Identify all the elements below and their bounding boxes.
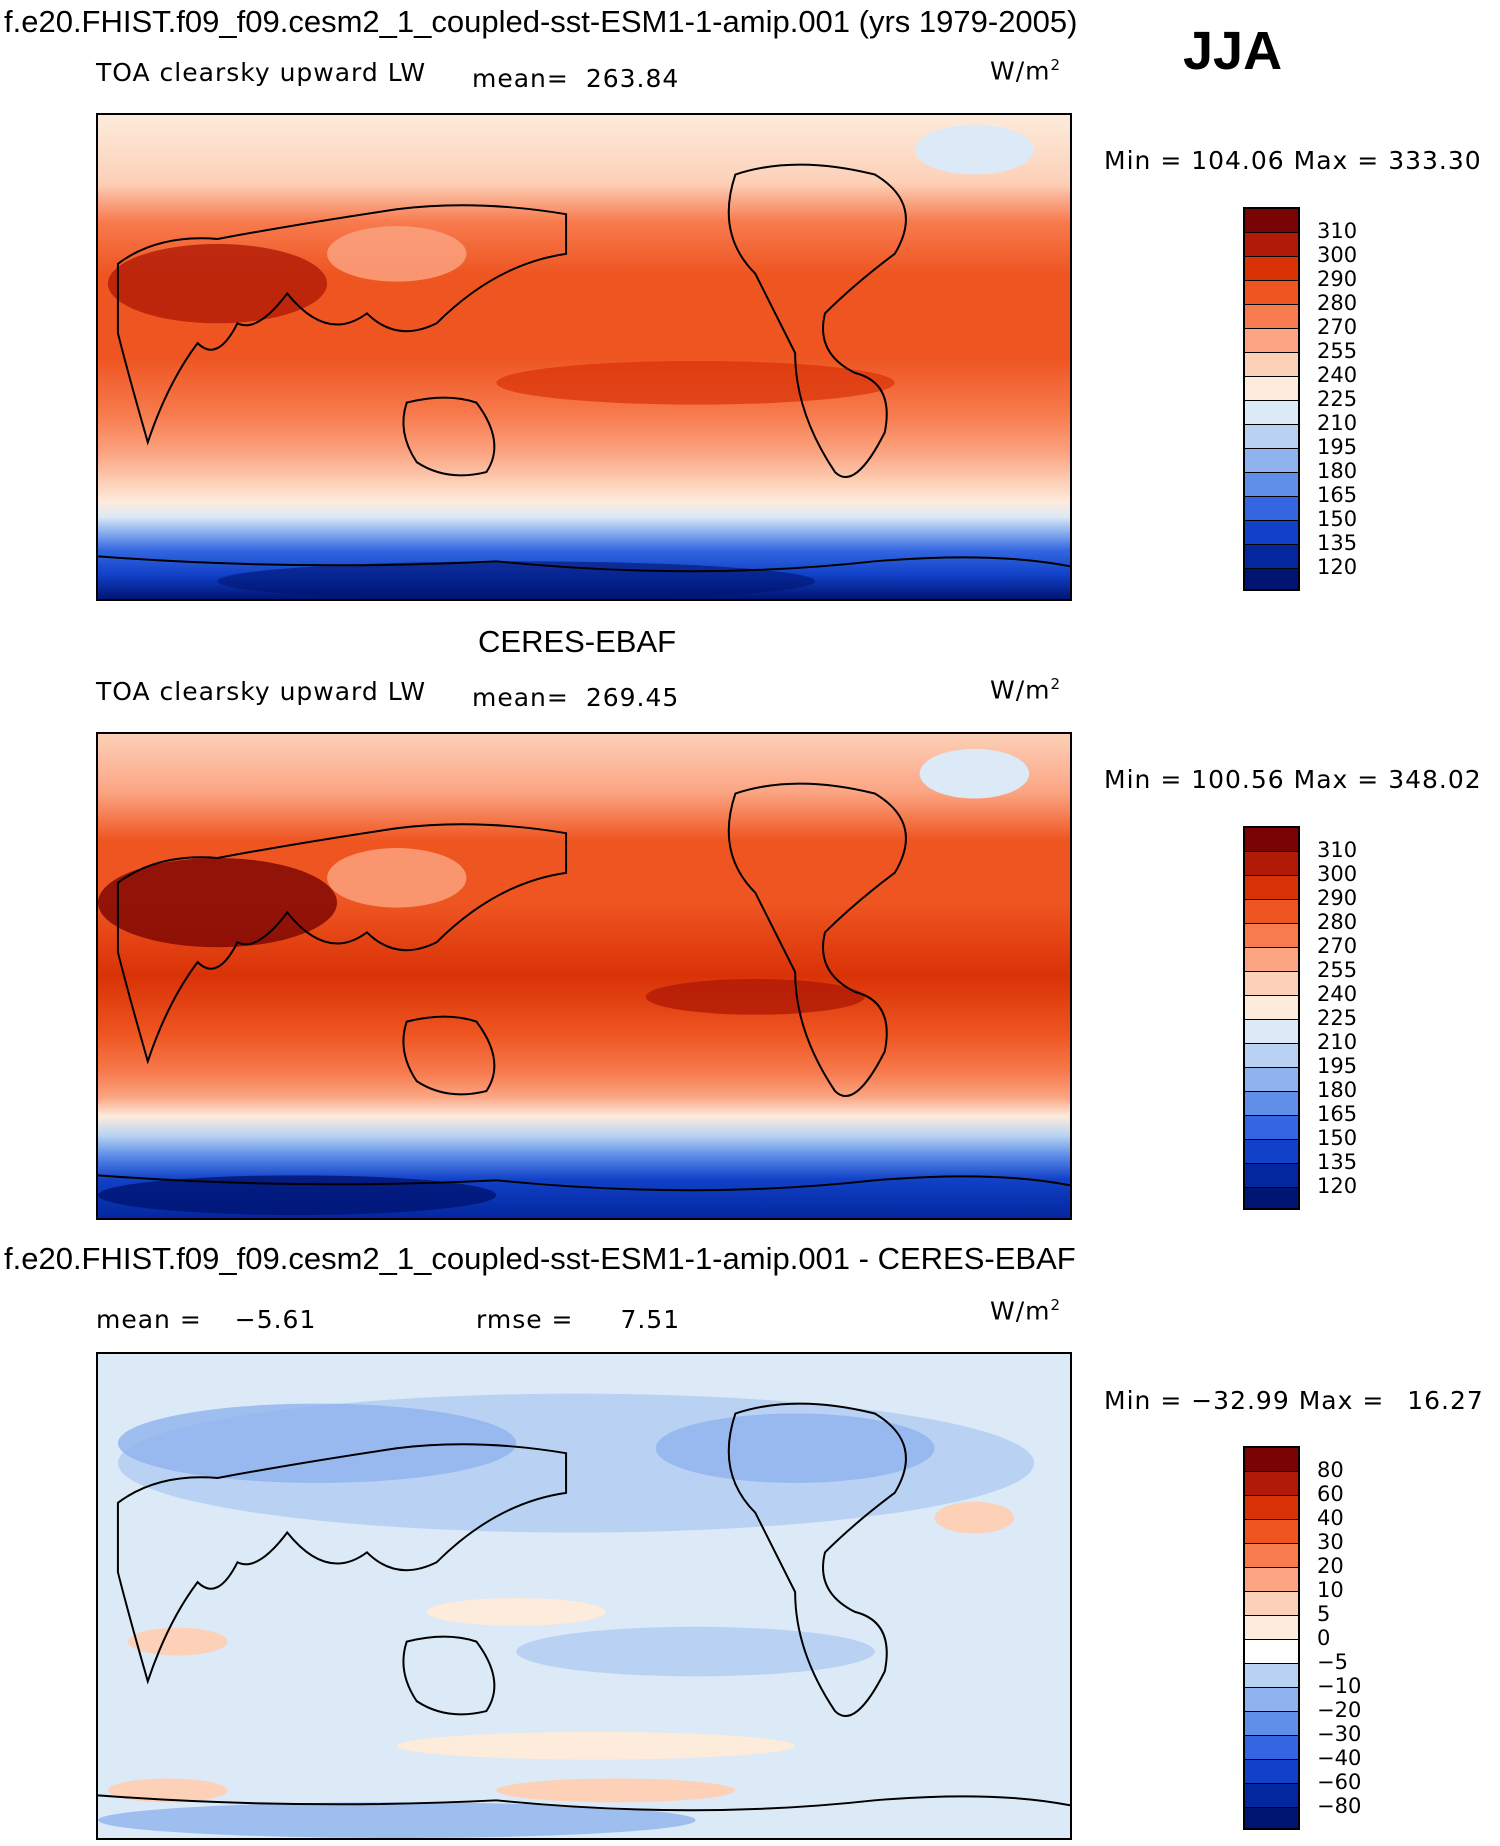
panel1-max-value: 333.30 bbox=[1388, 146, 1482, 175]
panel2-colorbar bbox=[1243, 826, 1300, 1210]
panel1-tick: 280 bbox=[1317, 291, 1358, 315]
panel3-tick: 60 bbox=[1317, 1482, 1344, 1506]
panel1-tick: 180 bbox=[1317, 459, 1358, 483]
panel1-tick: 135 bbox=[1317, 531, 1358, 555]
panel2-mean: mean= 269.45 bbox=[472, 683, 679, 712]
panel3-tick: 10 bbox=[1317, 1578, 1344, 1602]
panel1-tick: 290 bbox=[1317, 267, 1358, 291]
panel2-tick: 290 bbox=[1317, 886, 1358, 910]
panel2-tick: 150 bbox=[1317, 1126, 1358, 1150]
panel2-tick: 255 bbox=[1317, 958, 1358, 982]
panel3-tick: 40 bbox=[1317, 1506, 1344, 1530]
panel2-tick: 240 bbox=[1317, 982, 1358, 1006]
panel2-tick: 270 bbox=[1317, 934, 1358, 958]
panel2-units-exp: 2 bbox=[1050, 675, 1062, 693]
panel3-rmse-value: 7.51 bbox=[620, 1305, 681, 1334]
panel3-map bbox=[96, 1352, 1072, 1840]
panel1-minmax: Min = 104.06 Max = 333.30 bbox=[1104, 146, 1482, 175]
panel1-tick: 225 bbox=[1317, 387, 1358, 411]
panel3-tick: −30 bbox=[1317, 1722, 1362, 1746]
panel1-mean-value: 263.84 bbox=[585, 64, 680, 93]
panel1-tick: 300 bbox=[1317, 243, 1358, 267]
panel1-units-exp: 2 bbox=[1050, 56, 1062, 74]
panel3-colorbar bbox=[1243, 1446, 1300, 1830]
panel1-units-base: W/m bbox=[990, 56, 1051, 86]
panel2-max-label: Max bbox=[1293, 765, 1349, 794]
panel1-colorbar bbox=[1243, 207, 1300, 591]
panel3-mean: mean = −5.61 bbox=[96, 1305, 316, 1334]
panel2-map bbox=[96, 732, 1072, 1220]
panel2-variable: TOA clearsky upward LW bbox=[96, 677, 427, 706]
panel3-tick: −10 bbox=[1317, 1674, 1362, 1698]
panel1-min-value: 104.06 bbox=[1191, 146, 1285, 175]
panel2-tick: 180 bbox=[1317, 1078, 1358, 1102]
panel1-map bbox=[96, 113, 1072, 601]
panel2-tick: 310 bbox=[1317, 838, 1358, 862]
panel3-mean-value: −5.61 bbox=[234, 1305, 317, 1334]
panel3-rmse: rmse = 7.51 bbox=[476, 1305, 680, 1334]
panel2-tick: 120 bbox=[1317, 1174, 1358, 1198]
panel1-max-label: Max bbox=[1293, 146, 1349, 175]
panel3-minmax: Min = −32.99 Max = 16.27 bbox=[1104, 1386, 1484, 1415]
panel2-mean-label: mean= bbox=[472, 683, 569, 712]
panel2-minmax: Min = 100.56 Max = 348.02 bbox=[1104, 765, 1482, 794]
panel2-mean-value: 269.45 bbox=[585, 683, 680, 712]
panel3-max-label: Max bbox=[1298, 1386, 1354, 1415]
panel2-min-label: Min bbox=[1104, 765, 1152, 794]
panel3-tick: −80 bbox=[1317, 1794, 1362, 1818]
panel1-units: W/m2 bbox=[990, 56, 1061, 85]
panel1-tick: 120 bbox=[1317, 555, 1358, 579]
panel3-min-value: −32.99 bbox=[1191, 1386, 1290, 1415]
panel3-tick: 80 bbox=[1317, 1458, 1344, 1482]
panel3-rmse-label: rmse = bbox=[476, 1305, 574, 1334]
panel2-tick: 165 bbox=[1317, 1102, 1358, 1126]
panel1-tick: 210 bbox=[1317, 411, 1358, 435]
panel3-min-label: Min bbox=[1104, 1386, 1152, 1415]
panel3-mean-label: mean = bbox=[96, 1305, 202, 1334]
panel3-units: W/m2 bbox=[990, 1296, 1061, 1325]
panel3-tick: −60 bbox=[1317, 1770, 1362, 1794]
panel1-tick: 150 bbox=[1317, 507, 1358, 531]
panel1-variable: TOA clearsky upward LW bbox=[96, 58, 427, 87]
panel2-title: CERES-EBAF bbox=[478, 624, 677, 659]
panel2-units-base: W/m bbox=[990, 675, 1051, 705]
panel1-min-label: Min bbox=[1104, 146, 1152, 175]
panel1-tick: 240 bbox=[1317, 363, 1358, 387]
panel3-title: f.e20.FHIST.f09_f09.cesm2_1_coupled-sst-… bbox=[4, 1241, 1076, 1276]
panel2-tick: 300 bbox=[1317, 862, 1358, 886]
panel2-tick: 195 bbox=[1317, 1054, 1358, 1078]
panel1-tick: 270 bbox=[1317, 315, 1358, 339]
panel2-tick: 135 bbox=[1317, 1150, 1358, 1174]
panel3-tick: 20 bbox=[1317, 1554, 1344, 1578]
panel2-tick: 210 bbox=[1317, 1030, 1358, 1054]
panel3-tick: 0 bbox=[1317, 1626, 1331, 1650]
panel2-tick: 280 bbox=[1317, 910, 1358, 934]
panel2-units: W/m2 bbox=[990, 675, 1061, 704]
panel2-tick: 225 bbox=[1317, 1006, 1358, 1030]
panel3-tick: 30 bbox=[1317, 1530, 1344, 1554]
panel3-tick: 5 bbox=[1317, 1602, 1331, 1626]
panel2-max-value: 348.02 bbox=[1388, 765, 1482, 794]
panel3-tick: −40 bbox=[1317, 1746, 1362, 1770]
panel2-min-value: 100.56 bbox=[1191, 765, 1285, 794]
panel3-units-base: W/m bbox=[990, 1296, 1051, 1326]
panel3-units-exp: 2 bbox=[1050, 1296, 1062, 1314]
panel1-tick: 310 bbox=[1317, 219, 1358, 243]
figure-title: f.e20.FHIST.f09_f09.cesm2_1_coupled-sst-… bbox=[4, 4, 1078, 39]
panel1-tick: 255 bbox=[1317, 339, 1358, 363]
panel1-tick: 195 bbox=[1317, 435, 1358, 459]
panel3-tick: −20 bbox=[1317, 1698, 1362, 1722]
panel1-tick: 165 bbox=[1317, 483, 1358, 507]
panel1-mean-label: mean= bbox=[472, 64, 569, 93]
panel3-tick: −5 bbox=[1317, 1650, 1348, 1674]
panel1-mean: mean= 263.84 bbox=[472, 64, 679, 93]
panel3-max-value: 16.27 bbox=[1407, 1386, 1484, 1415]
season-label: JJA bbox=[1183, 21, 1283, 81]
